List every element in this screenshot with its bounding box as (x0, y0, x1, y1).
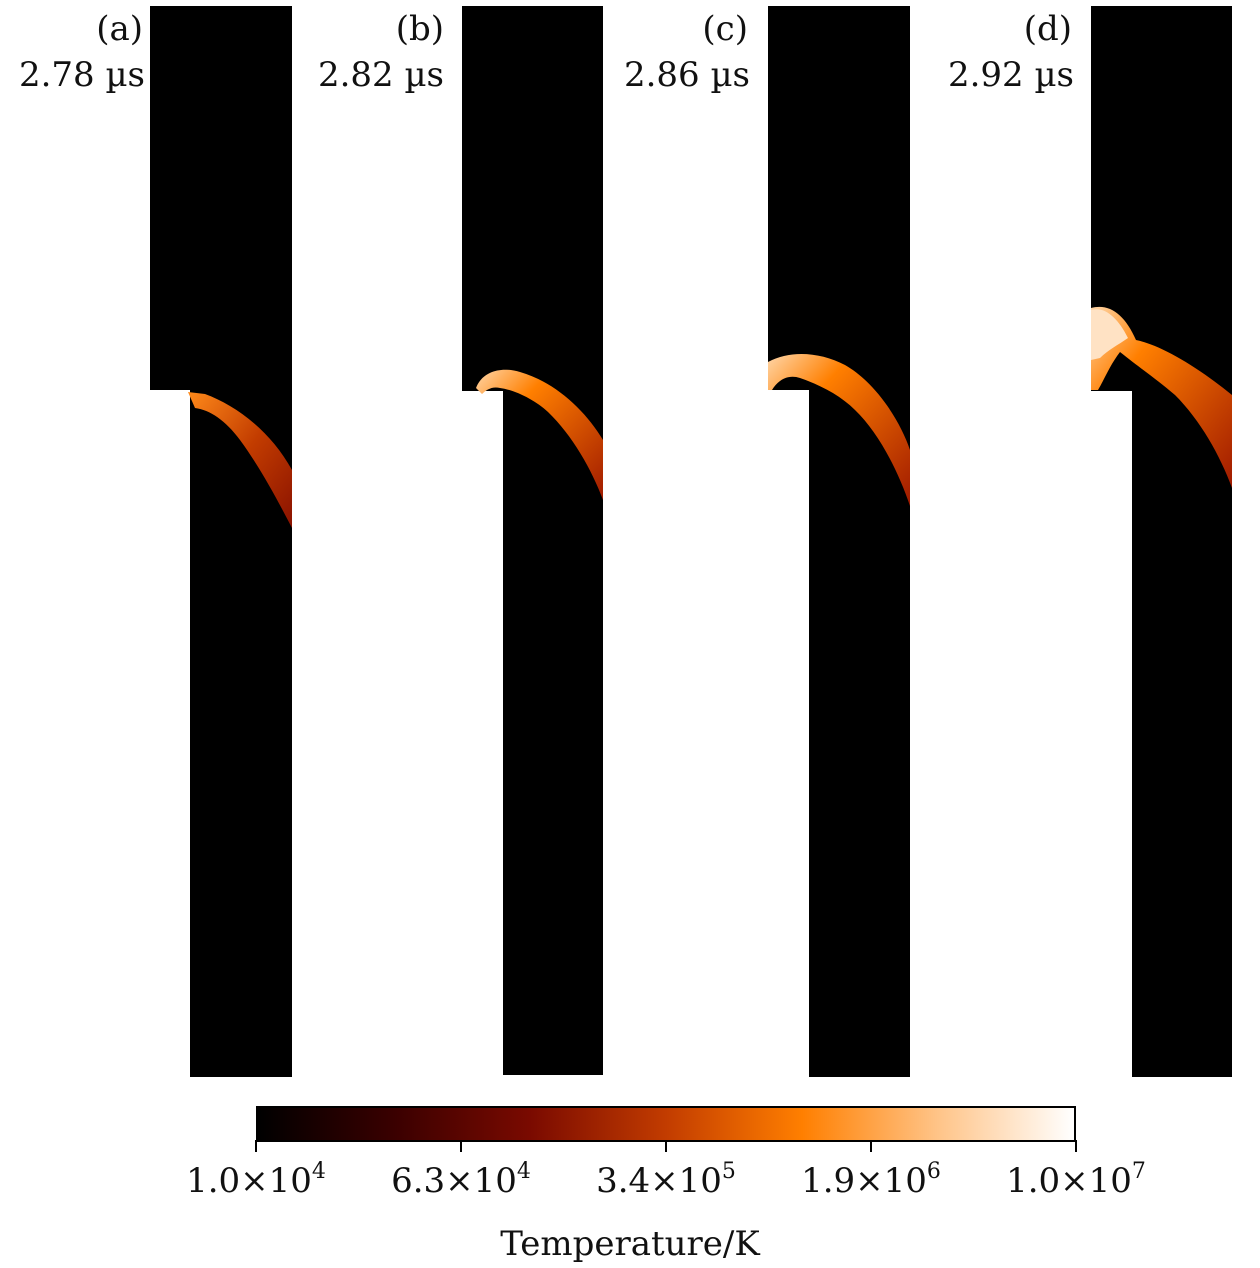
panel-a-time: 2.78 µs (18, 55, 145, 95)
panel-d-plume (1091, 306, 1232, 488)
panel-c (768, 6, 910, 1077)
colorbar-tick (665, 1140, 667, 1152)
panel-a-plume (188, 392, 292, 528)
panel-b-domain (462, 6, 603, 1075)
panel-d (1091, 6, 1232, 1077)
panel-b-time: 2.82 µs (317, 55, 444, 95)
panel-a-label: (a) (96, 9, 143, 49)
colorbar-tick-label: 6.3×104 (391, 1159, 531, 1201)
panel-b-label: (b) (395, 9, 444, 49)
panel-d-hot-core (1091, 309, 1128, 360)
colorbar-tick (870, 1140, 872, 1152)
colorbar-tick-label: 1.0×107 (1006, 1159, 1146, 1201)
panel-c-domain (768, 6, 910, 1077)
panel-c-time: 2.86 µs (623, 55, 750, 95)
panels (150, 6, 1232, 1077)
panel-a-domain (150, 6, 292, 1077)
colorbar (256, 1106, 1076, 1142)
panel-d-label: (d) (1023, 9, 1072, 49)
panel-c-label: (c) (702, 9, 748, 49)
panel-a (150, 6, 292, 1077)
panel-b (462, 6, 603, 1075)
colorbar-tick (460, 1140, 462, 1152)
colorbar-tick-label: 1.0×104 (186, 1159, 326, 1201)
colorbar-tick (1075, 1140, 1077, 1152)
panel-d-time: 2.92 µs (947, 55, 1074, 95)
panel-c-plume (768, 354, 910, 506)
colorbar-title: Temperature/K (500, 1224, 760, 1264)
panel-b-plume (476, 369, 603, 500)
colorbar-tick-label: 1.9×106 (801, 1159, 941, 1201)
panel-d-domain (1091, 6, 1232, 1077)
colorbar-tick (255, 1140, 257, 1152)
colorbar-tick-label: 3.4×105 (596, 1159, 736, 1201)
